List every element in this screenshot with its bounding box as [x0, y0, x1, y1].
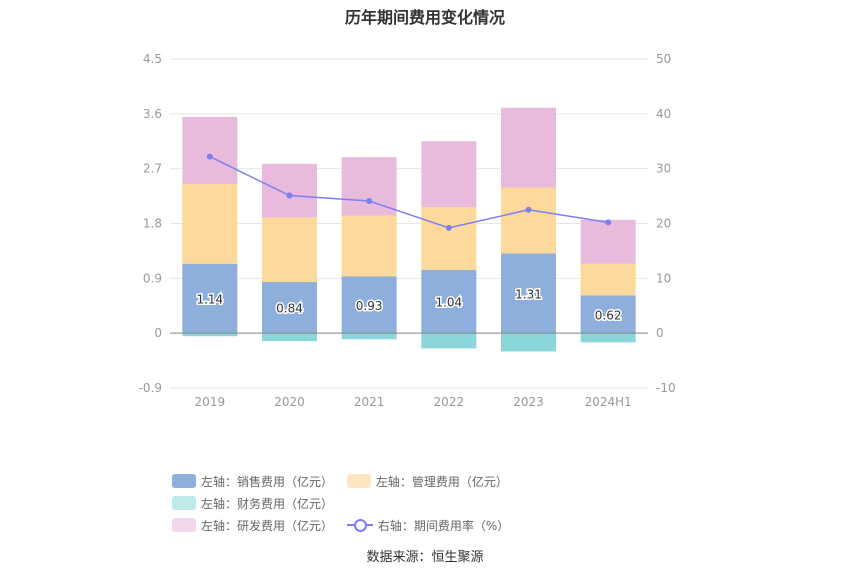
bar-rd: [501, 107, 556, 188]
right-axis-tick-label: 20: [656, 217, 671, 231]
line-rate: [209, 155, 609, 229]
bar-fin: [182, 333, 238, 337]
bar-sales: [341, 276, 397, 334]
legend-label-rate: 右轴：期间费用率（%）: [377, 518, 510, 533]
point-rate: [286, 192, 293, 199]
point-rate: [445, 224, 452, 231]
left-axis-tick-label: 2.7: [143, 162, 162, 176]
chart-plot: 1.14 0.84 0.93 1.04 1.31 0.62 4.5 3.6 2.7 1.8 0.9…: [139, 52, 676, 409]
x-axis-tick-label: 2023: [513, 395, 544, 409]
data-label-sales: 0.62: [595, 308, 622, 322]
legend-label-fin: 左轴：财务费用（亿元）: [201, 496, 334, 511]
data-label-sales: 0.84: [276, 302, 303, 316]
legend-item-rate[interactable]: 右轴：期间费用率（%）: [346, 514, 510, 536]
bar-mgmt: [501, 187, 556, 254]
bar-sales: [580, 295, 636, 334]
bar-mgmt: [182, 183, 238, 264]
legend-item-mgmt[interactable]: 左轴：管理费用（亿元）: [346, 470, 508, 492]
point-rate: [366, 198, 373, 205]
bar-fin: [421, 333, 477, 349]
legend-swatch-fin: [172, 496, 196, 510]
legend-item-rd[interactable]: 左轴：研发费用（亿元）: [172, 514, 333, 536]
bar-fin: [501, 333, 556, 352]
bar-rd: [341, 157, 397, 216]
bar-rd: [182, 116, 238, 184]
bar-rd: [421, 141, 477, 208]
left-axis-tick-label: 0.9: [143, 271, 162, 285]
legend-label-sales: 左轴：销售费用（亿元）: [201, 474, 334, 489]
x-axis-tick-label: 2021: [354, 395, 385, 409]
x-axis-tick-label: 2019: [195, 395, 226, 409]
legend-label-mgmt: 左轴：管理费用（亿元）: [375, 474, 508, 489]
bar-fin: [580, 333, 636, 343]
bar-fin: [341, 333, 397, 340]
point-rate: [525, 206, 532, 213]
chart-title: 历年期间费用变化情况: [344, 8, 505, 27]
bar-sales: [501, 253, 556, 334]
legend-item-sales[interactable]: 左轴：销售费用（亿元）: [172, 470, 333, 492]
point-rate: [206, 153, 213, 160]
data-label-sales: 1.04: [435, 295, 462, 309]
left-axis-tick-label: 3.6: [143, 107, 162, 121]
left-axis-tick-label: 0: [154, 326, 162, 340]
legend-swatch-mgmt: [346, 474, 371, 488]
bar-sales: [421, 269, 477, 334]
legend-swatch-sales: [172, 474, 196, 488]
bar-sales: [182, 263, 238, 334]
x-axis-tick-label: 2024H1: [585, 395, 632, 409]
left-axis-tick-label: -0.9: [139, 381, 162, 395]
x-axis-tick-label: 2020: [274, 395, 305, 409]
source-note: 数据来源：恒生聚源: [366, 550, 484, 565]
legend-swatch-rate: [346, 518, 373, 532]
bar-mgmt: [341, 215, 397, 277]
data-label-sales: 0.93: [356, 299, 383, 313]
right-axis-tick-label: 50: [656, 52, 671, 66]
legend-item-fin[interactable]: 左轴：财务费用（亿元）: [172, 492, 333, 514]
bar-mgmt: [262, 217, 317, 282]
bar-rd: [262, 163, 317, 218]
right-axis-tick-label: 10: [656, 271, 671, 285]
x-axis-tick-label: 2022: [434, 395, 465, 409]
bar-sales: [262, 281, 317, 334]
legend-label-rd: 左轴：研发费用（亿元）: [201, 518, 334, 533]
right-axis-tick-label: 30: [656, 162, 671, 176]
left-axis-tick-label: 1.8: [143, 217, 162, 231]
bar-fin: [262, 333, 317, 342]
bar-mgmt: [580, 263, 636, 296]
data-label-sales: 1.14: [196, 292, 223, 306]
bar-rd: [580, 219, 636, 264]
left-axis-tick-label: 4.5: [143, 52, 162, 66]
legend-swatch-rd: [172, 518, 196, 532]
bar-mgmt: [421, 207, 477, 270]
right-axis-tick-label: -10: [656, 381, 676, 395]
point-rate: [605, 219, 612, 226]
right-axis-tick-label: 0: [656, 326, 664, 340]
right-axis-tick-label: 40: [656, 107, 671, 121]
chart-legend: 左轴：销售费用（亿元） 左轴：管理费用（亿元） 左轴：财务费用（亿元） 左轴：研…: [172, 470, 692, 536]
data-label-sales: 1.31: [515, 287, 542, 301]
